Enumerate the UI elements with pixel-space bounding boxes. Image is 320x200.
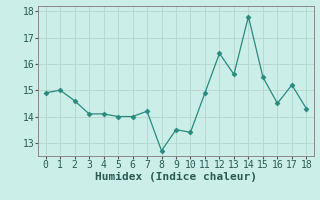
- X-axis label: Humidex (Indice chaleur): Humidex (Indice chaleur): [95, 172, 257, 182]
